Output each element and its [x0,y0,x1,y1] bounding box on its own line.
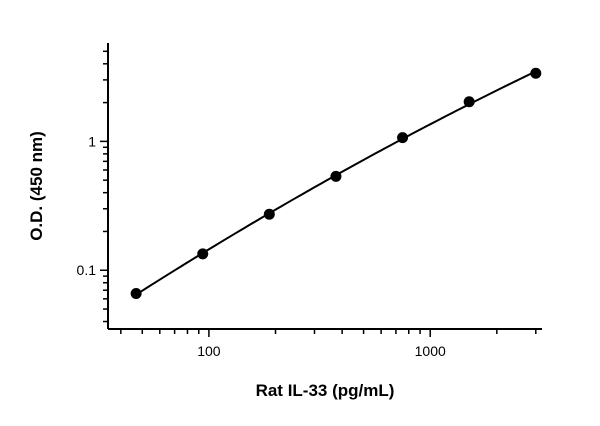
data-point [463,96,475,108]
y-ticks: 0.11 [77,50,108,323]
data-point [397,132,409,144]
fit-curve [135,70,537,296]
y-tick-label: 0.1 [77,262,97,278]
axes [107,43,542,330]
x-tick-label: 1000 [415,343,446,359]
data-points [130,67,542,300]
data-point [130,288,142,300]
x-ticks: 100 1000 [120,329,537,359]
y-axis-title: O.D. (450 nm) [27,131,46,241]
x-axis-title: Rat IL-33 (pg/mL) [256,381,395,400]
x-tick-label: 100 [197,343,221,359]
data-point [330,170,342,182]
data-point [197,248,209,260]
y-tick-label: 1 [88,133,96,149]
data-point [530,67,542,79]
data-point [263,208,275,220]
